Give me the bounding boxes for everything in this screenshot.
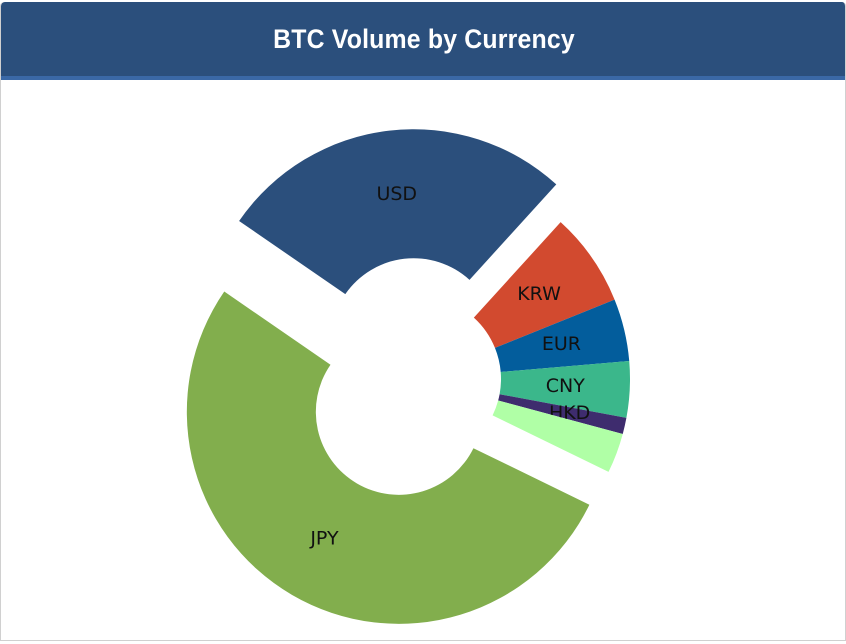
slice-label-usd: USD [376,183,417,205]
slice-eur[interactable] [494,299,630,372]
page-title: BTC Volume by Currency [273,23,575,54]
slice-usd[interactable] [239,129,557,295]
slice-unlabeled[interactable] [492,400,623,472]
slice-label-jpy: JPY [309,528,339,550]
slice-cny[interactable] [499,361,631,418]
slice-label-eur: EUR [542,333,581,355]
slice-krw[interactable] [473,222,615,348]
panel-header: BTC Volume by Currency [1,2,845,80]
chart-area: JPY USD KRW EUR CNY HKD [1,80,845,640]
slice-hkd[interactable] [498,394,627,434]
slice-label-krw: KRW [517,283,561,305]
slice-jpy[interactable] [186,291,590,624]
slice-label-cny: CNY [546,375,585,397]
